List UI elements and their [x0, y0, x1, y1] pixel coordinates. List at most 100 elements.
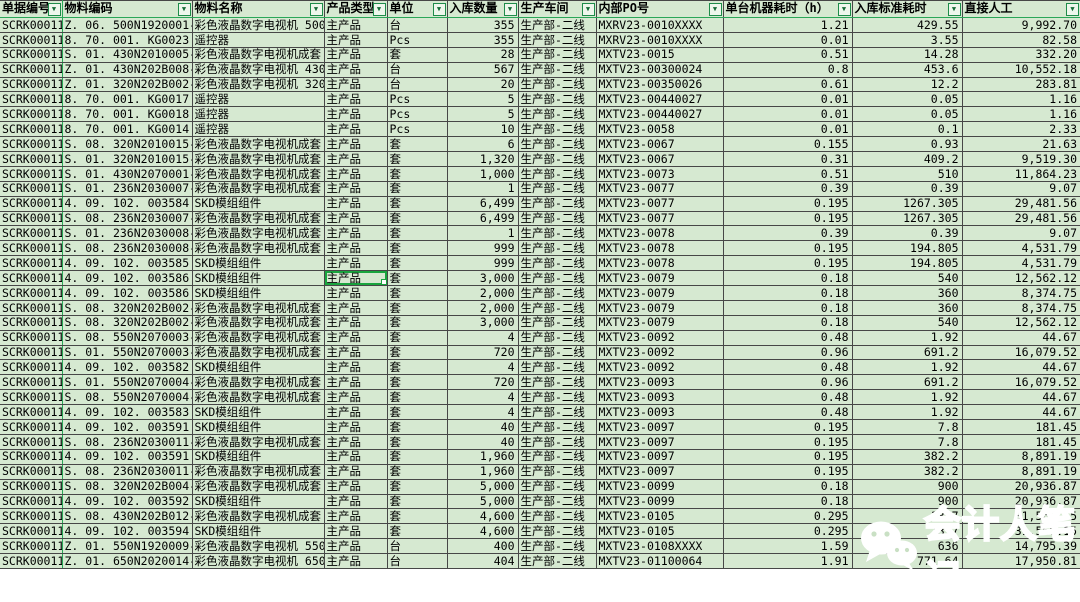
cell[interactable]: 套 — [386, 195, 448, 212]
cell[interactable]: 彩色液晶数字电视机成套 — [191, 478, 325, 495]
cell[interactable]: 6 — [446, 136, 519, 153]
filter-dropdown-icon[interactable]: ▼ — [177, 3, 191, 16]
cell[interactable]: 生产部-二线 — [517, 285, 597, 301]
cell[interactable]: 5,000 — [446, 493, 519, 510]
cell[interactable]: SCRK00011 — [0, 165, 63, 182]
cell[interactable]: 生产部-二线 — [517, 359, 597, 376]
cell[interactable]: MXTV23-0097 — [595, 463, 724, 480]
cell[interactable]: 主产品 — [323, 106, 388, 123]
cell[interactable]: SCRK00011 — [0, 523, 63, 540]
cell[interactable]: 0.01 — [722, 121, 853, 138]
cell[interactable]: 台 — [386, 76, 448, 93]
cell[interactable]: 4. 09. 102. 003591 — [61, 419, 193, 435]
cell[interactable]: 台 — [386, 61, 448, 78]
cell[interactable]: 彩色液晶数字电视机 550 — [191, 538, 325, 555]
filter-dropdown-icon[interactable]: ▼ — [432, 3, 446, 16]
cell[interactable]: 382.2 — [851, 463, 963, 480]
cell[interactable]: 4 — [446, 389, 519, 406]
cell[interactable]: 4,531.79 — [961, 240, 1080, 257]
cell[interactable]: 0.195 — [722, 433, 853, 450]
cell[interactable]: 10 — [446, 121, 519, 138]
cell[interactable]: 900 — [851, 493, 963, 510]
cell[interactable]: 生产部-二线 — [517, 17, 597, 33]
cell[interactable]: SCRK00011 — [0, 404, 63, 421]
cell[interactable]: SCRK00011 — [0, 225, 63, 242]
cell[interactable]: S. 01. 430N2070001-B — [61, 165, 193, 182]
cell[interactable]: 遥控器 — [191, 121, 325, 138]
cell[interactable]: SKD模组组件 — [191, 419, 325, 435]
cell[interactable]: 8,891.19 — [961, 463, 1080, 480]
cell[interactable]: SKD模组组件 — [191, 285, 325, 301]
cell[interactable]: SKD模组组件 — [191, 404, 325, 421]
cell[interactable]: 生产部-二线 — [517, 76, 597, 93]
cell[interactable]: 6,499 — [446, 210, 519, 227]
cell[interactable]: 彩色液晶数字电视机成套 — [191, 165, 325, 182]
cell[interactable]: 套 — [386, 508, 448, 525]
cell[interactable]: Z. 01. 550N1920009-B — [61, 538, 193, 555]
cell[interactable]: 生产部-二线 — [517, 508, 597, 525]
cell[interactable]: MXTV23-0078 — [595, 255, 724, 272]
cell[interactable]: 套 — [386, 374, 448, 391]
cell[interactable]: 彩色液晶数字电视机成套 — [191, 225, 325, 242]
cell[interactable]: 10,552.18 — [961, 61, 1080, 78]
cell[interactable]: 生产部-二线 — [517, 165, 597, 182]
cell[interactable]: 生产部-二线 — [517, 389, 597, 406]
cell[interactable]: 20,936.87 — [961, 493, 1080, 510]
cell[interactable]: 3,000 — [446, 270, 519, 287]
cell[interactable]: 0.93 — [851, 136, 963, 153]
cell[interactable]: Z. 06. 500N1920001-B — [61, 17, 193, 33]
cell[interactable]: 567 — [446, 61, 519, 78]
cell[interactable]: 生产部-二线 — [517, 151, 597, 167]
cell[interactable]: 主产品 — [323, 329, 388, 346]
cell[interactable]: 0.05 — [851, 106, 963, 123]
cell[interactable]: 8,374.75 — [961, 285, 1080, 301]
cell[interactable]: 彩色液晶数字电视机成套 — [191, 389, 325, 406]
cell[interactable]: MXTV23-0092 — [595, 344, 724, 361]
cell[interactable]: 主产品 — [323, 17, 388, 33]
cell[interactable]: 382.2 — [851, 448, 963, 465]
cell[interactable]: 29,481.56 — [961, 195, 1080, 212]
cell[interactable]: S. 08. 320N202B004-D — [61, 478, 193, 495]
cell[interactable]: 主产品 — [323, 419, 388, 435]
cell[interactable]: Z. 01. 650N2020014-B — [61, 553, 193, 569]
cell[interactable]: 主产品 — [323, 299, 388, 316]
cell[interactable]: SCRK00011 — [0, 121, 63, 138]
cell[interactable]: MXTV23-0093 — [595, 389, 724, 406]
filter-dropdown-icon[interactable]: ▼ — [1066, 3, 1079, 16]
cell[interactable]: 0.96 — [722, 374, 853, 391]
cell[interactable]: MXTV23-0015 — [595, 46, 724, 63]
cell[interactable]: 主产品 — [323, 553, 388, 569]
cell[interactable]: 生产部-二线 — [517, 136, 597, 153]
cell[interactable]: 44.67 — [961, 404, 1080, 421]
filter-dropdown-icon[interactable]: ▼ — [503, 3, 517, 16]
filter-dropdown-icon[interactable]: ▼ — [581, 3, 595, 16]
cell[interactable]: 套 — [386, 136, 448, 153]
cell[interactable]: 2,000 — [446, 285, 519, 301]
cell[interactable]: 0.195 — [722, 419, 853, 435]
cell[interactable]: 9.07 — [961, 225, 1080, 242]
cell[interactable]: 0.39 — [851, 225, 963, 242]
cell[interactable]: 套 — [386, 210, 448, 227]
cell[interactable]: 彩色液晶数字电视机成套 — [191, 374, 325, 391]
cell[interactable]: SCRK00011 — [0, 314, 63, 331]
cell[interactable]: MXTV23-00300024 — [595, 61, 724, 78]
cell[interactable]: 0.8 — [722, 61, 853, 78]
cell[interactable]: 4. 09. 102. 003586 — [61, 285, 193, 301]
cell[interactable]: SCRK00011 — [0, 285, 63, 301]
cell[interactable]: SCRK00011 — [0, 463, 63, 480]
cell[interactable]: 9,992.70 — [961, 17, 1080, 33]
cell[interactable]: 台 — [386, 538, 448, 555]
cell[interactable]: 生产部-二线 — [517, 553, 597, 569]
cell[interactable]: 0.195 — [722, 463, 853, 480]
cell[interactable]: 12.2 — [851, 76, 963, 93]
cell[interactable]: Z. 01. 320N202B002-B — [61, 76, 193, 93]
cell[interactable]: 194.805 — [851, 240, 963, 257]
cell[interactable]: MXTV23-00440027 — [595, 106, 724, 123]
cell[interactable]: SCRK00011 — [0, 344, 63, 361]
cell[interactable]: S. 01. 320N2010015-B — [61, 151, 193, 167]
cell[interactable]: 0.18 — [722, 270, 853, 287]
cell[interactable]: 355 — [446, 31, 519, 48]
cell[interactable]: MXTV23-0077 — [595, 195, 724, 212]
cell[interactable]: 套 — [386, 46, 448, 63]
cell[interactable]: SCRK00011 — [0, 180, 63, 197]
